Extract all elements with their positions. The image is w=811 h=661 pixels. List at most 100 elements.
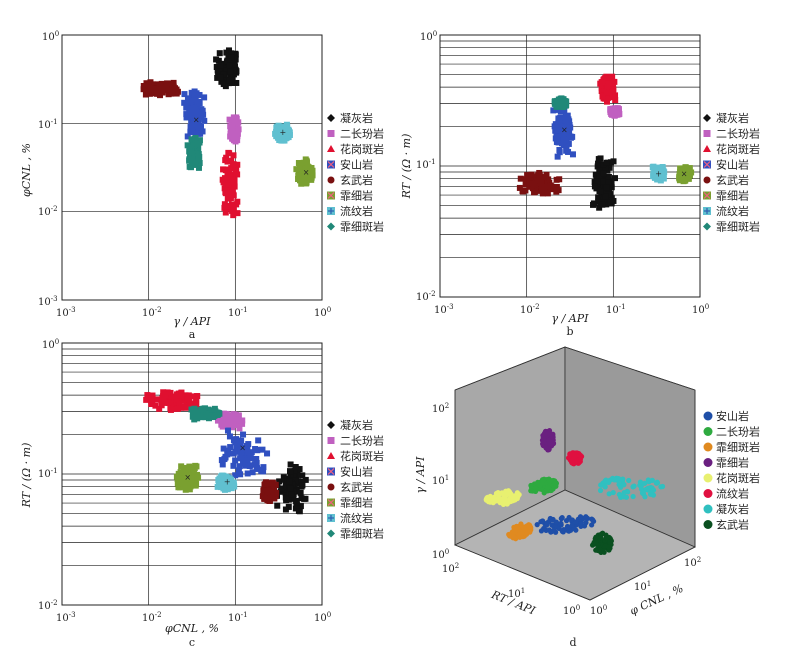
- data-point: [159, 84, 166, 91]
- centroid-mark: ×: [239, 443, 246, 452]
- legend-item: 凝灰岩: [327, 111, 373, 125]
- data-point: [253, 446, 260, 453]
- data-point: [590, 201, 597, 208]
- data-point: [287, 468, 294, 475]
- data-point: [528, 482, 534, 489]
- data-point: [554, 153, 561, 160]
- data-point: [190, 118, 197, 125]
- data-point: [189, 400, 196, 407]
- data-point: [228, 54, 235, 61]
- data-point: [602, 193, 609, 200]
- data-point: [545, 484, 551, 490]
- x-tick-label: 10-1: [606, 303, 626, 316]
- legend-label: 二长玢岩: [340, 127, 384, 141]
- x-tick-label: 100: [314, 306, 331, 319]
- y-tick-label: 10-2: [38, 599, 58, 612]
- data-point: [268, 488, 275, 495]
- data-point: [214, 411, 221, 418]
- data-point: [298, 478, 305, 485]
- legend-item: 凝灰岩: [327, 418, 373, 432]
- y-axis-label: φCNL , %: [20, 143, 33, 197]
- data-point: [244, 470, 251, 477]
- legend-label: 玄武岩: [716, 173, 749, 187]
- data-point: [278, 485, 285, 492]
- data-point: [544, 190, 551, 197]
- data-point: [190, 142, 197, 149]
- data-point: [197, 123, 204, 130]
- data-point: [210, 414, 217, 421]
- cluster-霏细岩: ×: [293, 156, 316, 187]
- data-point: [597, 188, 604, 195]
- data-point: [577, 514, 584, 520]
- data-point: [565, 525, 571, 531]
- data-point: [555, 106, 562, 113]
- data-point: [251, 461, 258, 468]
- legend-item: 安山岩: [703, 158, 749, 172]
- data-point: [158, 89, 165, 96]
- data-point: [170, 400, 177, 407]
- data-point: [189, 129, 196, 136]
- data-point: [186, 146, 193, 153]
- data-point: [611, 78, 618, 85]
- data-point: [228, 179, 235, 186]
- data-point: [225, 416, 232, 423]
- data-point: [630, 484, 636, 490]
- data-point: [180, 480, 187, 487]
- data-point: [219, 419, 226, 426]
- cluster-凝灰岩: [273, 461, 309, 515]
- cluster-花岗斑岩: [483, 488, 522, 507]
- data-point: [225, 166, 232, 173]
- data-point: [191, 465, 198, 472]
- data-point: [599, 201, 606, 208]
- legend-marker: [327, 145, 335, 152]
- data-point: [309, 172, 316, 179]
- z-tick-label: 100: [432, 548, 449, 561]
- data-point: [274, 130, 281, 137]
- data-point: [190, 104, 197, 111]
- legend-item: 霏细岩: [703, 189, 749, 203]
- data-point: [200, 111, 207, 118]
- data-point: [182, 472, 189, 479]
- y-tick-label: 100: [420, 30, 437, 43]
- data-point: [236, 463, 243, 470]
- data-point: [216, 50, 223, 57]
- data-point: [243, 442, 250, 449]
- data-point: [541, 476, 547, 482]
- data-point: [249, 469, 256, 476]
- legend-label: 凝灰岩: [340, 418, 373, 432]
- cluster-玄武岩: [259, 479, 280, 504]
- data-point: [187, 123, 194, 130]
- data-point: [606, 544, 612, 550]
- data-point: [225, 157, 232, 164]
- data-point: [230, 67, 237, 74]
- data-point: [223, 179, 230, 186]
- data-point: [240, 431, 247, 438]
- data-point: [233, 436, 240, 443]
- data-point: [603, 98, 610, 105]
- data-point: [608, 178, 615, 185]
- x-axis-label: γ / API: [552, 312, 590, 325]
- data-point: [567, 124, 574, 131]
- data-point: [600, 178, 607, 185]
- y-tick-label: 10-2: [38, 205, 58, 218]
- data-point: [649, 477, 655, 483]
- data-point: [296, 508, 303, 515]
- data-point: [226, 77, 233, 84]
- cluster-安山岩: ×: [181, 88, 208, 140]
- legend-item: 花岗斑岩: [327, 449, 384, 463]
- data-point: [595, 194, 602, 201]
- legend-item: 花岗斑岩: [703, 142, 760, 156]
- data-point: [230, 207, 237, 214]
- data-point: [556, 146, 563, 153]
- data-point: [259, 446, 266, 453]
- legend-marker: [703, 145, 711, 152]
- data-point: [226, 116, 233, 123]
- data-point: [279, 134, 286, 141]
- data-point: [642, 494, 648, 500]
- data-point: [637, 479, 644, 485]
- plot-frame-a: [61, 34, 323, 301]
- data-point: [140, 82, 147, 89]
- legend-marker: [703, 504, 713, 514]
- data-point: [610, 197, 617, 204]
